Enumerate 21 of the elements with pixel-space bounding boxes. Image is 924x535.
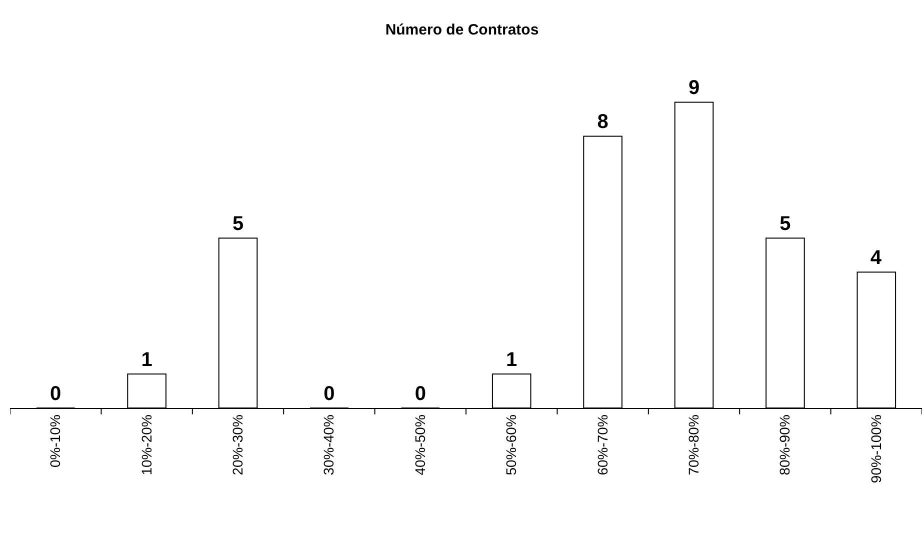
- x-tick-label: 30%-40%: [320, 414, 337, 476]
- data-label: 8: [597, 111, 608, 134]
- x-tick-label: 50%-60%: [503, 414, 520, 476]
- x-tick-label: 70%-80%: [686, 414, 702, 476]
- data-label: 0: [414, 383, 426, 405]
- chart-title: Número de Contratos: [385, 22, 539, 39]
- x-tick-label: 10%-20%: [138, 414, 154, 476]
- data-label: 0: [324, 383, 335, 405]
- x-tick-label: 60%-70%: [594, 414, 610, 476]
- data-label: 5: [780, 213, 791, 236]
- data-label: 4: [870, 247, 882, 270]
- data-label: 0: [50, 383, 62, 405]
- data-label: 5: [232, 213, 244, 236]
- x-tick-label: 80%-90%: [776, 414, 793, 476]
- data-label: 1: [141, 349, 152, 372]
- x-tick-label: 40%-50%: [412, 414, 428, 476]
- data-label: 9: [688, 77, 700, 100]
- x-tick-label: 90%-100%: [868, 414, 884, 484]
- x-tick-label: 20%-30%: [230, 414, 246, 476]
- data-label: 1: [506, 349, 518, 372]
- x-tick-label: 0%-10%: [47, 414, 64, 468]
